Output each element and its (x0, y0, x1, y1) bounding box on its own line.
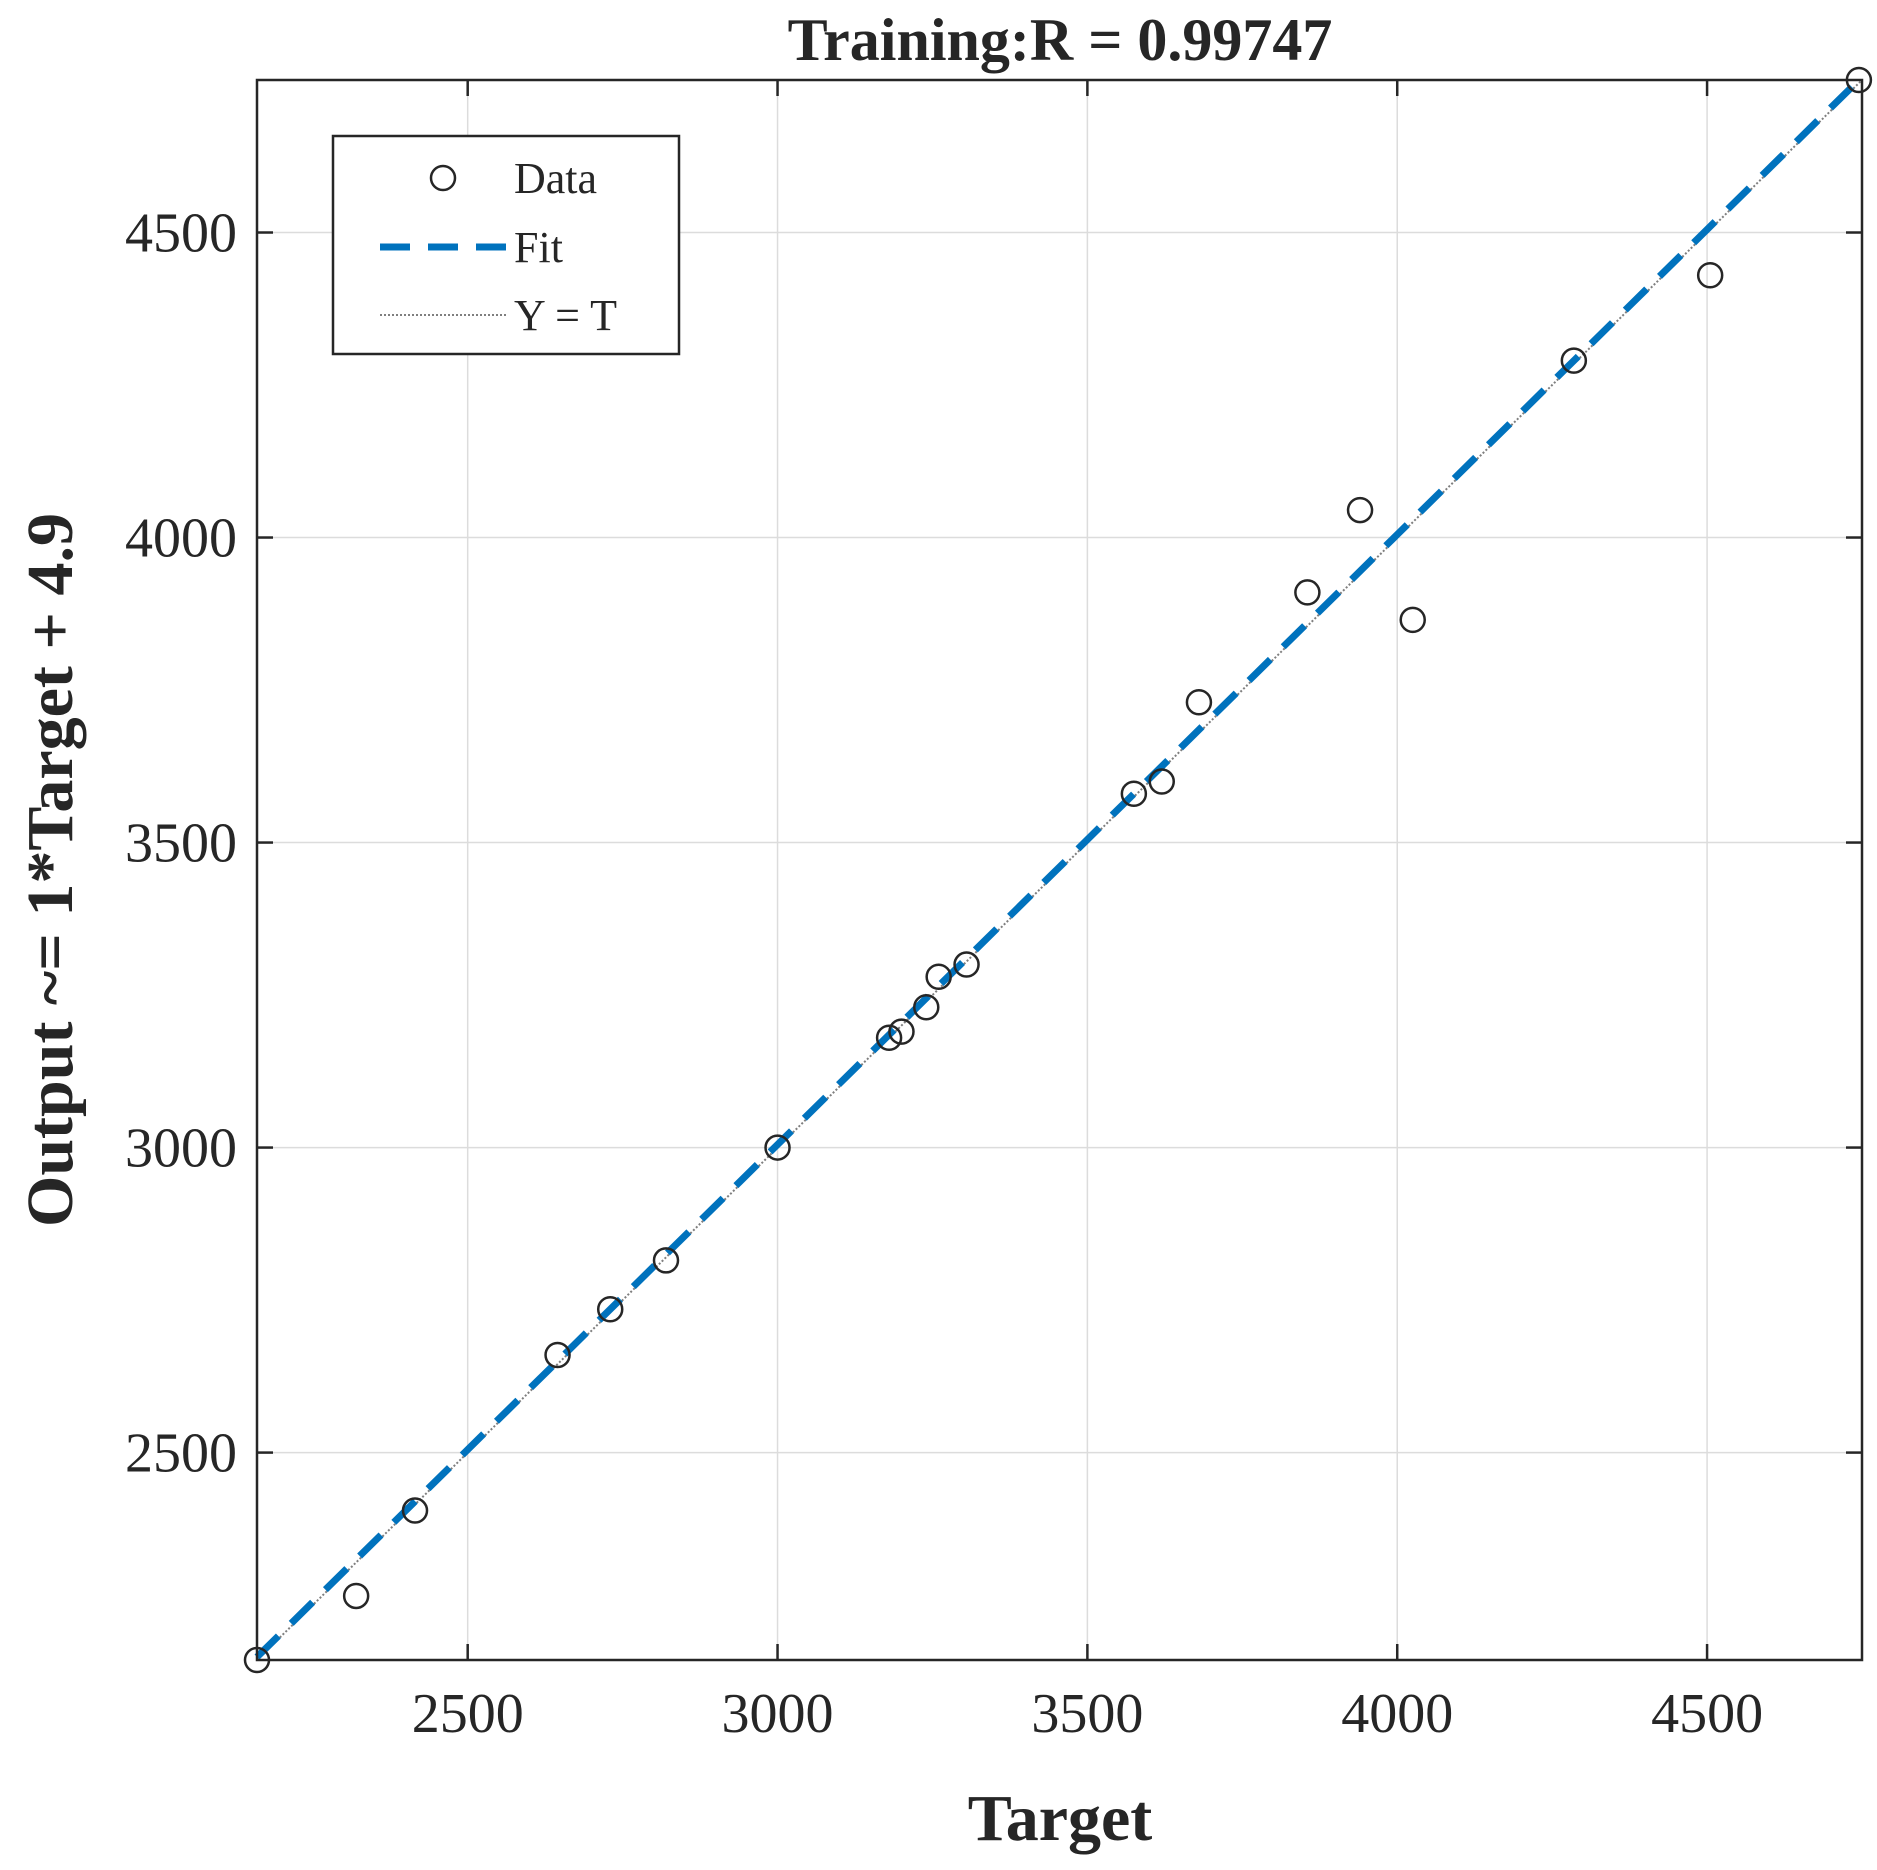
legend: Data Fit Y = T (331, 134, 681, 356)
data-point (888, 1018, 915, 1045)
data-point (1120, 780, 1148, 807)
x-tick-label: 4000 (1341, 1683, 1453, 1745)
y-tick-label: 3000 (125, 1118, 237, 1180)
fit-path (254, 74, 1865, 1660)
y-axis-ticks: 2500 3000 3500 4000 4500 (125, 203, 1862, 1485)
data-point (596, 1295, 624, 1323)
x-axis-title: Target (968, 1782, 1153, 1855)
data-point (1399, 606, 1426, 634)
data-point (1696, 261, 1724, 289)
data-point (342, 1582, 370, 1610)
data-point (1294, 579, 1321, 606)
data-point (925, 963, 952, 991)
data-point (1185, 688, 1213, 716)
plot-frame (255, 78, 1864, 1662)
y-axis-title: Output ~= 1*Target + 4.9 (14, 513, 87, 1227)
x-tick-label: 3000 (722, 1683, 834, 1745)
data-point (764, 1134, 791, 1161)
grid-lines (257, 80, 1862, 1660)
x-tick-label: 4500 (1651, 1683, 1763, 1745)
fit-line (254, 74, 1865, 1660)
x-axis-ticks: 2500 3000 3500 4000 4500 (412, 80, 1763, 1745)
legend-data-marker (429, 164, 457, 192)
y-tick-label: 3500 (125, 813, 237, 875)
data-point (401, 1497, 429, 1524)
legend-label-fit: Fit (514, 223, 563, 272)
data-point (1148, 768, 1175, 795)
y-tick-label: 2500 (125, 1423, 237, 1485)
data-point (652, 1247, 680, 1274)
y-tick-label: 4500 (125, 203, 237, 265)
data-point (913, 994, 940, 1021)
y-tick-label: 4000 (125, 508, 237, 570)
data-point (1560, 347, 1588, 374)
legend-label-yt: Y = T (514, 291, 617, 340)
chart-title: Training:R = 0.99747 (788, 7, 1333, 73)
x-tick-label: 3500 (1031, 1683, 1143, 1745)
data-point (544, 1341, 571, 1369)
data-point (1346, 496, 1374, 524)
data-point (953, 951, 980, 978)
x-tick-label: 2500 (412, 1683, 524, 1745)
data-point (875, 1024, 903, 1052)
legend-label-data: Data (514, 154, 597, 203)
